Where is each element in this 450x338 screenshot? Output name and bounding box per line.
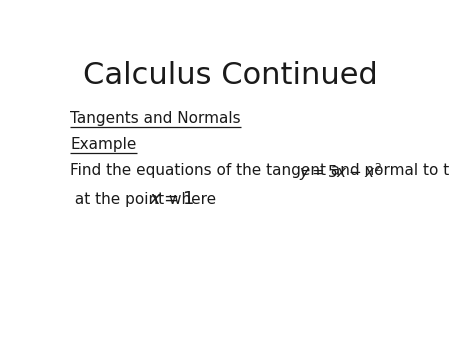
Text: $x=1$: $x=1$ bbox=[148, 191, 194, 209]
Text: $y=5x-x^{2}$: $y=5x-x^{2}$ bbox=[299, 162, 382, 183]
Text: Example: Example bbox=[70, 137, 137, 152]
Text: Tangents and Normals: Tangents and Normals bbox=[70, 111, 241, 126]
Text: Calculus Continued: Calculus Continued bbox=[83, 62, 378, 90]
Text: at the point where: at the point where bbox=[70, 192, 216, 207]
Text: Find the equations of the tangent and normal to the graph of: Find the equations of the tangent and no… bbox=[70, 163, 450, 178]
